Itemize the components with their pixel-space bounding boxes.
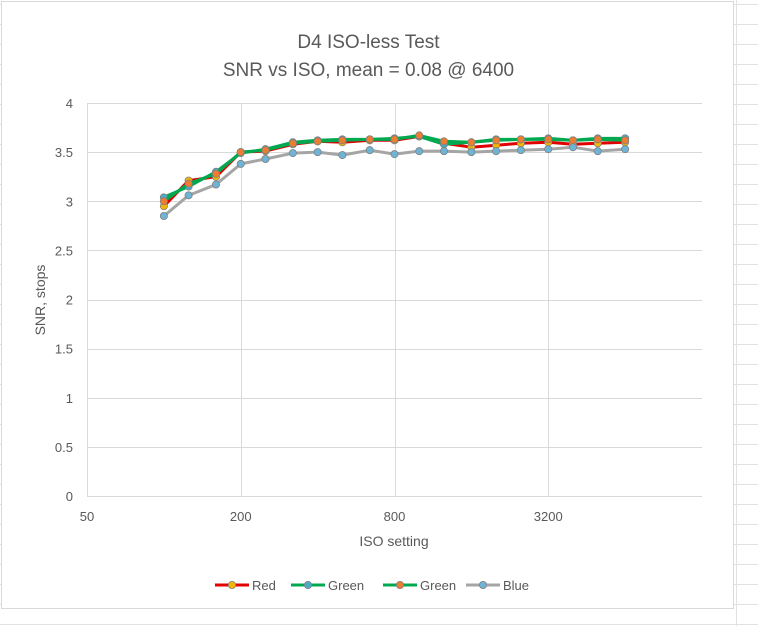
data-point	[313, 148, 322, 157]
data-point	[621, 145, 630, 154]
series-line	[163, 133, 626, 203]
y-tick-label: 3	[66, 194, 73, 209]
legend-label: Green	[328, 578, 364, 593]
data-point	[313, 137, 322, 146]
y-tick-label: 0	[66, 489, 73, 504]
legend-item: Red	[215, 578, 276, 593]
data-point	[593, 147, 602, 156]
data-point	[212, 180, 221, 189]
series-green-2	[159, 131, 630, 206]
data-point	[544, 145, 553, 154]
chart-area[interactable]: D4 ISO-less Test SNR vs ISO, mean = 0.08…	[1, 1, 734, 609]
data-point	[365, 146, 374, 155]
legend: Red Green Green Blue	[215, 578, 529, 593]
x-axis-title: ISO setting	[359, 533, 428, 549]
data-point	[159, 197, 168, 206]
x-tick-label: 3200	[534, 509, 563, 524]
data-point	[236, 159, 245, 168]
data-point	[159, 211, 168, 220]
chart-title: D4 ISO-less Test	[297, 32, 440, 53]
y-tick-label: 1.5	[55, 342, 73, 357]
data-point	[184, 191, 193, 200]
legend-label: Green	[420, 578, 456, 593]
y-tick-label: 3.5	[55, 145, 73, 160]
legend-swatch-marker	[478, 581, 487, 590]
data-point	[390, 135, 399, 144]
data-point	[261, 155, 270, 164]
legend-label: Blue	[503, 578, 529, 593]
y-tick-label: 0.5	[55, 440, 73, 455]
data-point	[492, 147, 501, 156]
gridlines	[87, 103, 702, 497]
data-point	[516, 146, 525, 155]
data-point	[593, 135, 602, 144]
data-point	[236, 148, 245, 157]
data-point	[184, 179, 193, 188]
data-point	[390, 150, 399, 159]
data-point	[439, 147, 448, 156]
data-point	[544, 135, 553, 144]
legend-item: Green	[291, 578, 364, 593]
legend-swatch-marker	[395, 581, 404, 590]
data-point	[338, 151, 347, 160]
y-tick-label: 2	[66, 293, 73, 308]
data-point	[568, 136, 577, 145]
y-tick-label: 2.5	[55, 243, 73, 258]
legend-item: Green	[383, 578, 456, 593]
y-axis-ticks: 0 0.5 1 1.5 2 2.5 3 3.5 4	[55, 96, 73, 504]
series-line	[163, 134, 626, 199]
data-point	[365, 135, 374, 144]
x-tick-label: 800	[384, 509, 406, 524]
series-blue-3	[159, 143, 630, 220]
x-tick-label: 50	[80, 509, 94, 524]
data-point	[621, 136, 630, 145]
chart-subtitle: SNR vs ISO, mean = 0.08 @ 6400	[222, 60, 515, 81]
legend-swatch-marker	[227, 581, 236, 590]
line-chart: 0 0.5 1 1.5 2 2.5 3 3.5 4 50 200 800 3200 ISO setti…	[32, 96, 702, 593]
legend-item: Blue	[466, 578, 529, 593]
data-point	[516, 135, 525, 144]
data-point	[467, 138, 476, 147]
data-point	[338, 136, 347, 145]
data-point	[492, 136, 501, 145]
data-point	[439, 137, 448, 146]
y-tick-label: 4	[66, 96, 73, 111]
legend-label: Red	[252, 578, 276, 593]
data-point	[261, 146, 270, 155]
data-point	[415, 131, 424, 140]
data-point	[568, 143, 577, 152]
data-point	[467, 148, 476, 157]
legend-swatch-marker	[303, 581, 312, 590]
x-tick-label: 200	[230, 509, 252, 524]
data-point	[288, 149, 297, 158]
data-point	[415, 147, 424, 156]
data-point	[288, 139, 297, 148]
y-axis-title: SNR, stops	[32, 265, 48, 336]
x-axis-ticks: 50 200 800 3200	[80, 509, 563, 524]
data-point	[212, 169, 221, 178]
series-layer	[159, 131, 630, 220]
y-tick-label: 1	[66, 391, 73, 406]
